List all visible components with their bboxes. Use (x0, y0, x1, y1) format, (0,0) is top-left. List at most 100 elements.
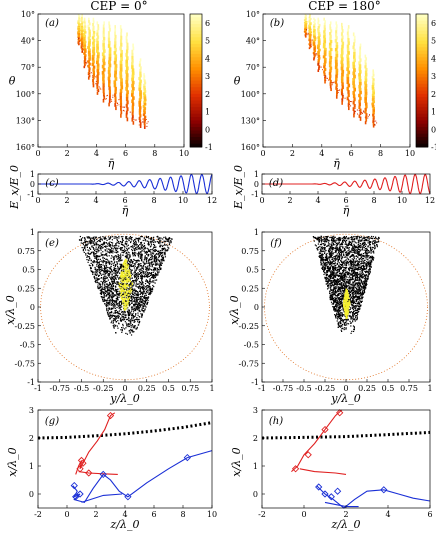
panel-e-particle (143, 309, 145, 312)
panel-e-particle (112, 321, 115, 323)
panel-e-particle (134, 265, 136, 267)
panel-a-colorbar-cell (190, 47, 202, 52)
panel-e-core-particle (125, 276, 127, 278)
panel-e-particle (104, 303, 106, 305)
panel-f-boundary-circle (264, 233, 428, 381)
panel-e-particle (116, 276, 118, 278)
panel-a-streak-cell (77, 31, 80, 34)
panel-e-particle (114, 315, 116, 317)
panel-a-dot (82, 48, 84, 50)
panel-b-colorbar-cell (416, 107, 428, 111)
panel-a-dot (102, 98, 104, 100)
panel-e-particle (108, 242, 110, 244)
panel-a-dot (92, 76, 94, 78)
panel-e-particle (140, 263, 142, 265)
panel-e-particle (134, 249, 136, 251)
panel-e-particle (151, 274, 153, 276)
panel-e-particle (100, 273, 102, 275)
panel-b-dot (315, 53, 317, 55)
panel-f-particle (368, 270, 370, 272)
panel-e-particle (121, 330, 123, 332)
panel-f-particle (329, 247, 331, 249)
panel-e-particle (104, 271, 107, 273)
panel-a-streak-cell (77, 23, 81, 26)
panel-e-particle (139, 310, 141, 313)
panel-f-particle (354, 302, 357, 305)
panel-e-particle (148, 282, 150, 284)
panel-a-streak-cell (108, 40, 111, 45)
panel-e-core-particle (123, 264, 125, 266)
panel-a-streak-cell (139, 66, 142, 70)
panel-e-particle (105, 304, 108, 306)
panel-e-particle (97, 240, 100, 242)
panel-a-streak-cell (119, 64, 123, 69)
panel-e-particle (108, 266, 110, 269)
panel-b-streak-cell (334, 80, 338, 84)
panel-a-streak-cell (143, 90, 147, 93)
panel-e-particle (138, 324, 140, 326)
panel-b-dot (307, 32, 309, 34)
panel-e-particle (106, 283, 109, 285)
panel-e-particle (128, 312, 130, 315)
panel-e-particle (109, 251, 111, 254)
panel-f-particle (338, 240, 340, 242)
panel-b-dot (320, 66, 322, 68)
panel-f-particle (336, 248, 339, 250)
panel-e-particle (127, 318, 129, 320)
panel-b-streak-cell (372, 118, 375, 121)
panel-e-particle (88, 250, 90, 252)
panel-b-streak-cell (364, 59, 367, 64)
panel-f-particle (313, 240, 315, 242)
panel-e-particle (89, 267, 92, 269)
panel-f-particle (352, 249, 354, 252)
panel-f-particle (356, 296, 358, 298)
panel-a-streak-cell (80, 39, 83, 42)
panel-d-xtick-label: 12 (425, 196, 435, 205)
panel-b-colorbar-cell (416, 17, 428, 22)
panel-e-particle (119, 320, 122, 322)
panel-f-particle (346, 263, 348, 265)
panel-e-particle (132, 319, 134, 322)
panel-b-streak-cell (312, 30, 316, 33)
panel-e-particle (139, 281, 141, 283)
panel-a-streak-cell (108, 96, 111, 100)
panel-e-core-particle (127, 302, 129, 304)
panel-b-streak-cell (318, 67, 320, 70)
panel-e-core-particle (128, 279, 130, 281)
panel-e-particle (155, 260, 157, 262)
panel-b-colorbar-cell (416, 110, 428, 115)
panel-b-streak-cell (340, 76, 344, 80)
panel-a-streak-cell (143, 73, 145, 76)
panel-e-particle (98, 244, 100, 246)
panel-b-streak-cell (313, 38, 317, 41)
panel-b-streak-cell (317, 57, 321, 60)
panel-e-particle (111, 304, 113, 306)
panel-e-particle (161, 262, 163, 264)
panel-b-streak-cell (313, 48, 316, 51)
panel-a-streak-cell (96, 21, 99, 25)
panel-e-particle (114, 315, 116, 318)
panel-e-particle (140, 283, 142, 285)
panel-e-particle (125, 314, 127, 316)
panel-f-particle (329, 280, 331, 282)
panel-a-streak-cell (114, 34, 117, 39)
panel-e-particle (133, 303, 135, 306)
panel-e-particle (97, 286, 99, 288)
panel-a-streak-cell (131, 68, 135, 72)
panel-e-particle (146, 257, 148, 260)
panel-e-particle (135, 237, 137, 239)
panel-e-particle (136, 244, 138, 246)
panel-a-streak-cell (114, 93, 117, 98)
panel-e-particle (162, 238, 164, 240)
panel-e-particle (125, 243, 127, 246)
panel-e-core-particle (127, 264, 129, 267)
panel-a-ytick-label: 160° (16, 143, 35, 152)
panel-b-label: (b) (270, 18, 284, 29)
panel-e-particle (125, 283, 127, 285)
panel-a-colorbar-cell (190, 107, 202, 111)
panel-b-streak-cell (364, 89, 368, 93)
panel-b-streak-cell (314, 19, 316, 22)
panel-b-dot (337, 92, 339, 94)
panel-e-core-particle (122, 285, 124, 287)
panel-e-particle (140, 258, 143, 260)
